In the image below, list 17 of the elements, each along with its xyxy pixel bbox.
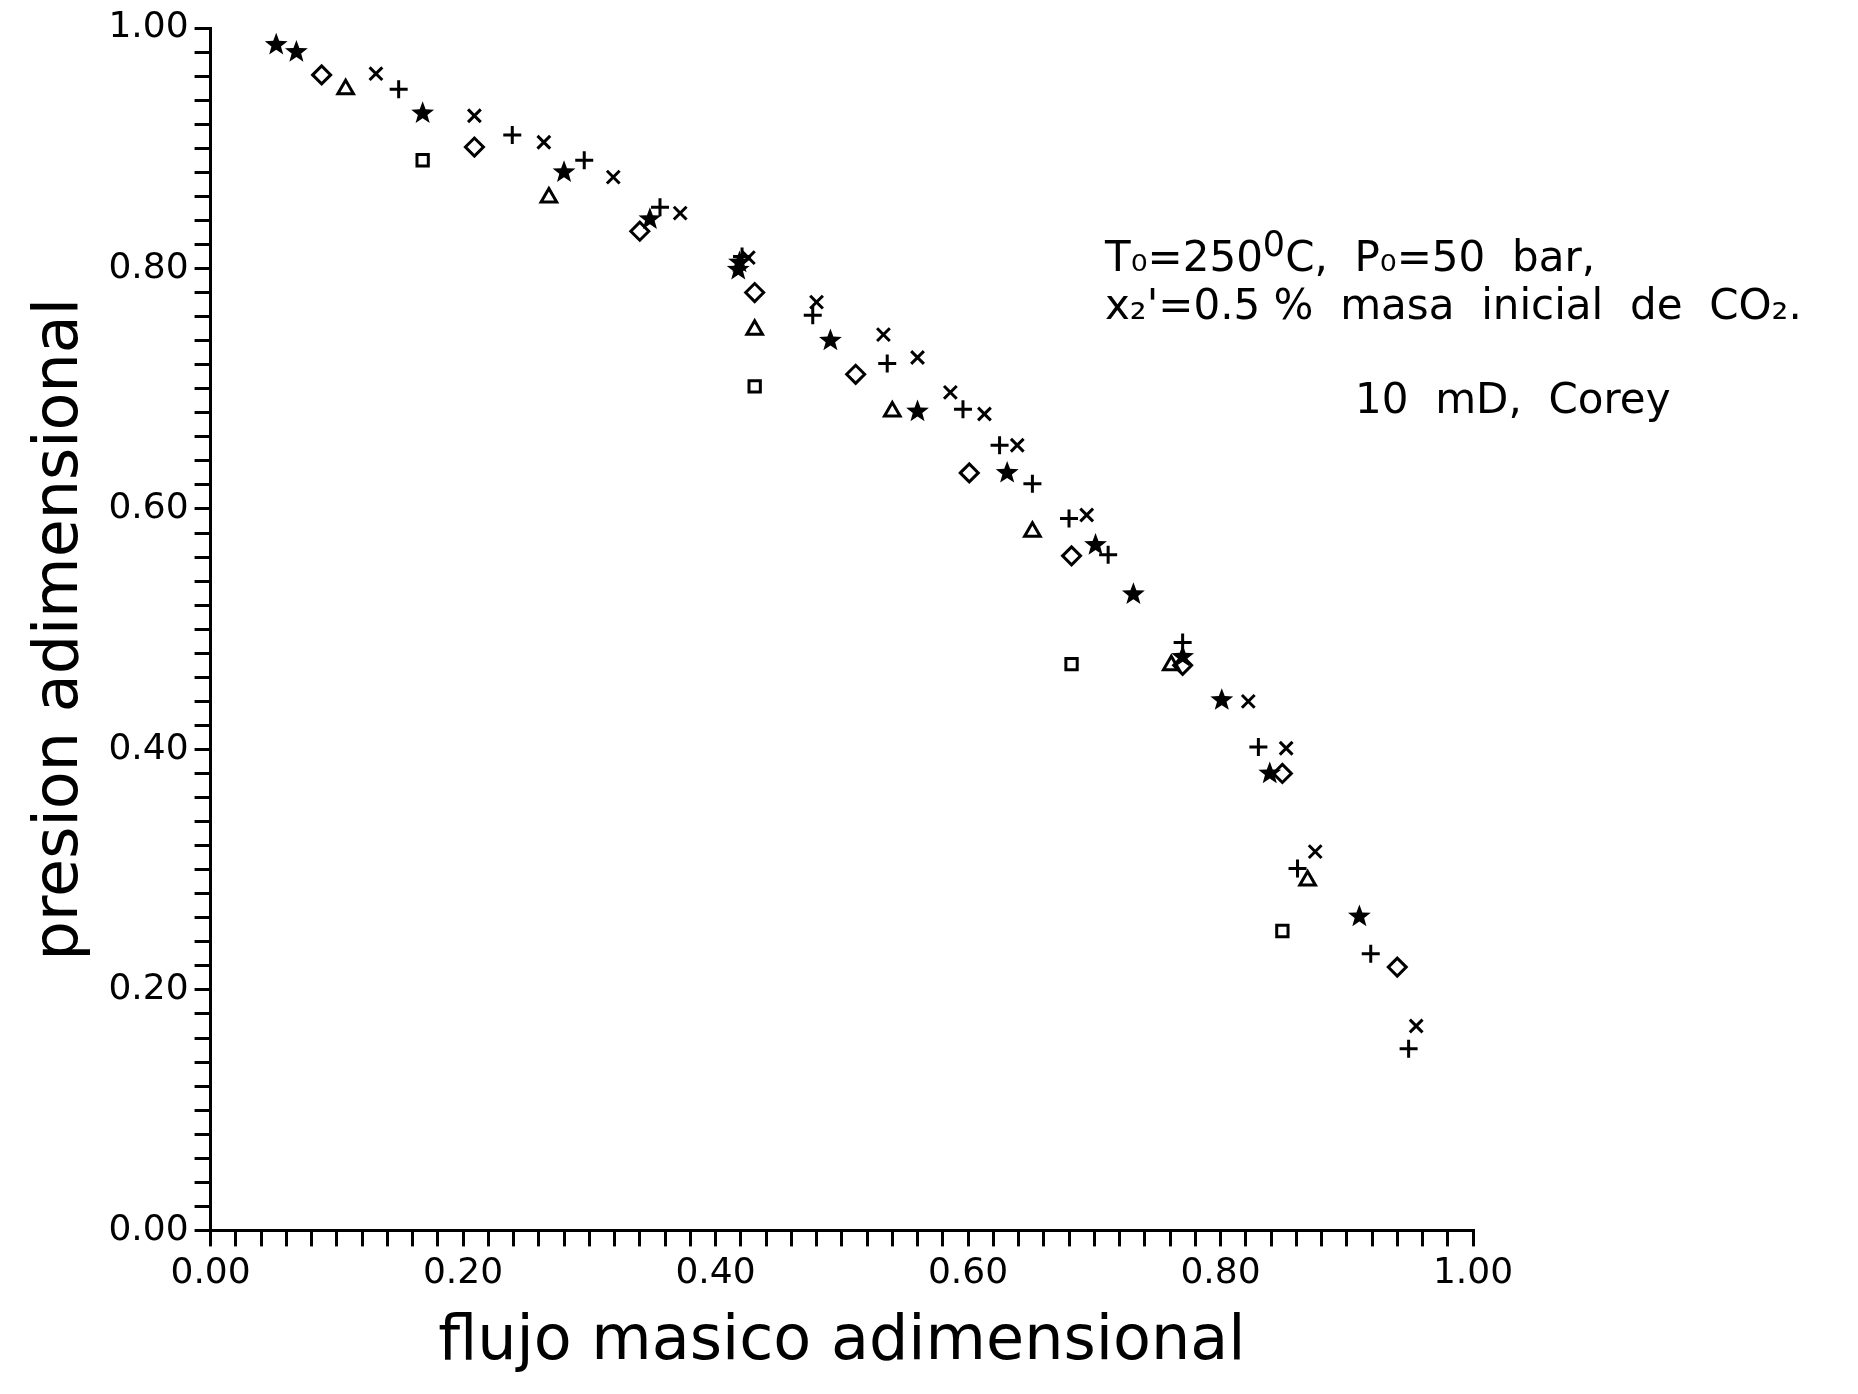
x-tick-label: 1.00 (1432, 1250, 1514, 1292)
y-tick-label: 0.60 (108, 485, 189, 527)
annotation: x₂'=0.5 % masa inicial de CO₂. (1105, 280, 1802, 329)
y-tick-label: 0.40 (108, 725, 189, 767)
y-tick-label: 0.00 (108, 1206, 189, 1248)
x-tick-label: 0.00 (170, 1250, 251, 1292)
x-tick-label: 0.80 (1180, 1250, 1261, 1292)
annotation: 10 mD, Corey (1355, 374, 1672, 423)
x-tick-label: 0.20 (422, 1250, 504, 1292)
x-axis-title: flujo masico adimensional (438, 1300, 1246, 1374)
y-tick-label: 1.00 (108, 4, 189, 46)
x-tick-label: 0.60 (927, 1250, 1009, 1292)
x-tick-label: 0.40 (675, 1250, 756, 1292)
y-tick-label: 0.20 (108, 966, 189, 1008)
y-tick-label: 0.80 (108, 244, 189, 286)
y-axis-title: presion adimensional (19, 297, 93, 961)
annotation: T₀=250$^{0}$C, P₀=50 bar, (1105, 223, 1597, 281)
